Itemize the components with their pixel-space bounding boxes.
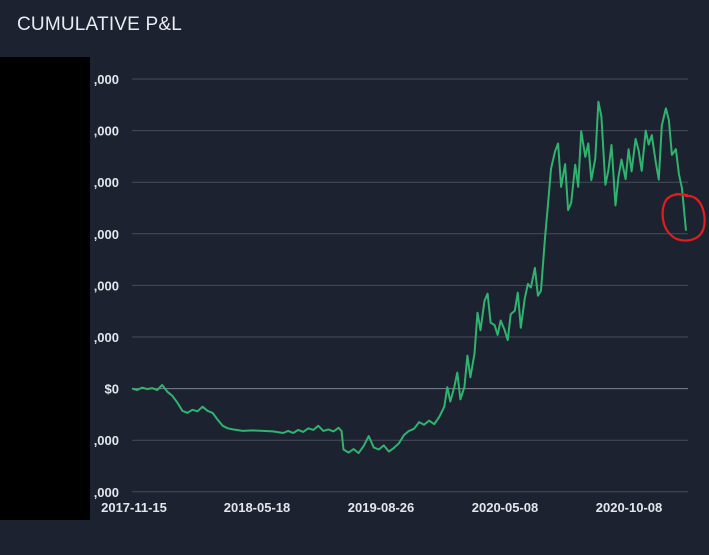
cumulative-pnl-line bbox=[131, 100, 687, 455]
y-tick-label: ,000 bbox=[94, 227, 119, 242]
y-tick-label: ,000 bbox=[94, 433, 119, 448]
x-axis-ticks: 2017-11-15 2018-05-18 2019-08-26 2020-05-08… bbox=[101, 500, 662, 515]
y-tick-label: ,000 bbox=[94, 330, 119, 345]
y-tick-label: $0 bbox=[105, 382, 119, 397]
y-tick-label: ,000 bbox=[94, 124, 119, 139]
chart-title: CUMULATIVE P&L bbox=[17, 14, 183, 35]
y-tick-label: ,000 bbox=[94, 72, 119, 87]
grid-lines bbox=[132, 78, 688, 493]
x-tick-label: 2020-05-08 bbox=[472, 500, 539, 515]
y-tick-label: ,000 bbox=[94, 485, 119, 500]
x-tick-label: 2019-08-26 bbox=[348, 500, 415, 515]
x-tick-label: 2020-10-08 bbox=[596, 500, 663, 515]
x-tick-label: 2018-05-18 bbox=[224, 500, 291, 515]
redaction-block bbox=[0, 57, 90, 520]
red-annotation-circle bbox=[661, 192, 706, 242]
x-tick-label: 2017-11-15 bbox=[101, 500, 167, 515]
y-tick-label: ,000 bbox=[94, 278, 119, 293]
y-tick-label: ,000 bbox=[94, 175, 119, 190]
y-axis-ticks: ,000 ,000 ,000 ,000 ,000 ,000 $0 ,000 ,000 bbox=[94, 72, 119, 500]
